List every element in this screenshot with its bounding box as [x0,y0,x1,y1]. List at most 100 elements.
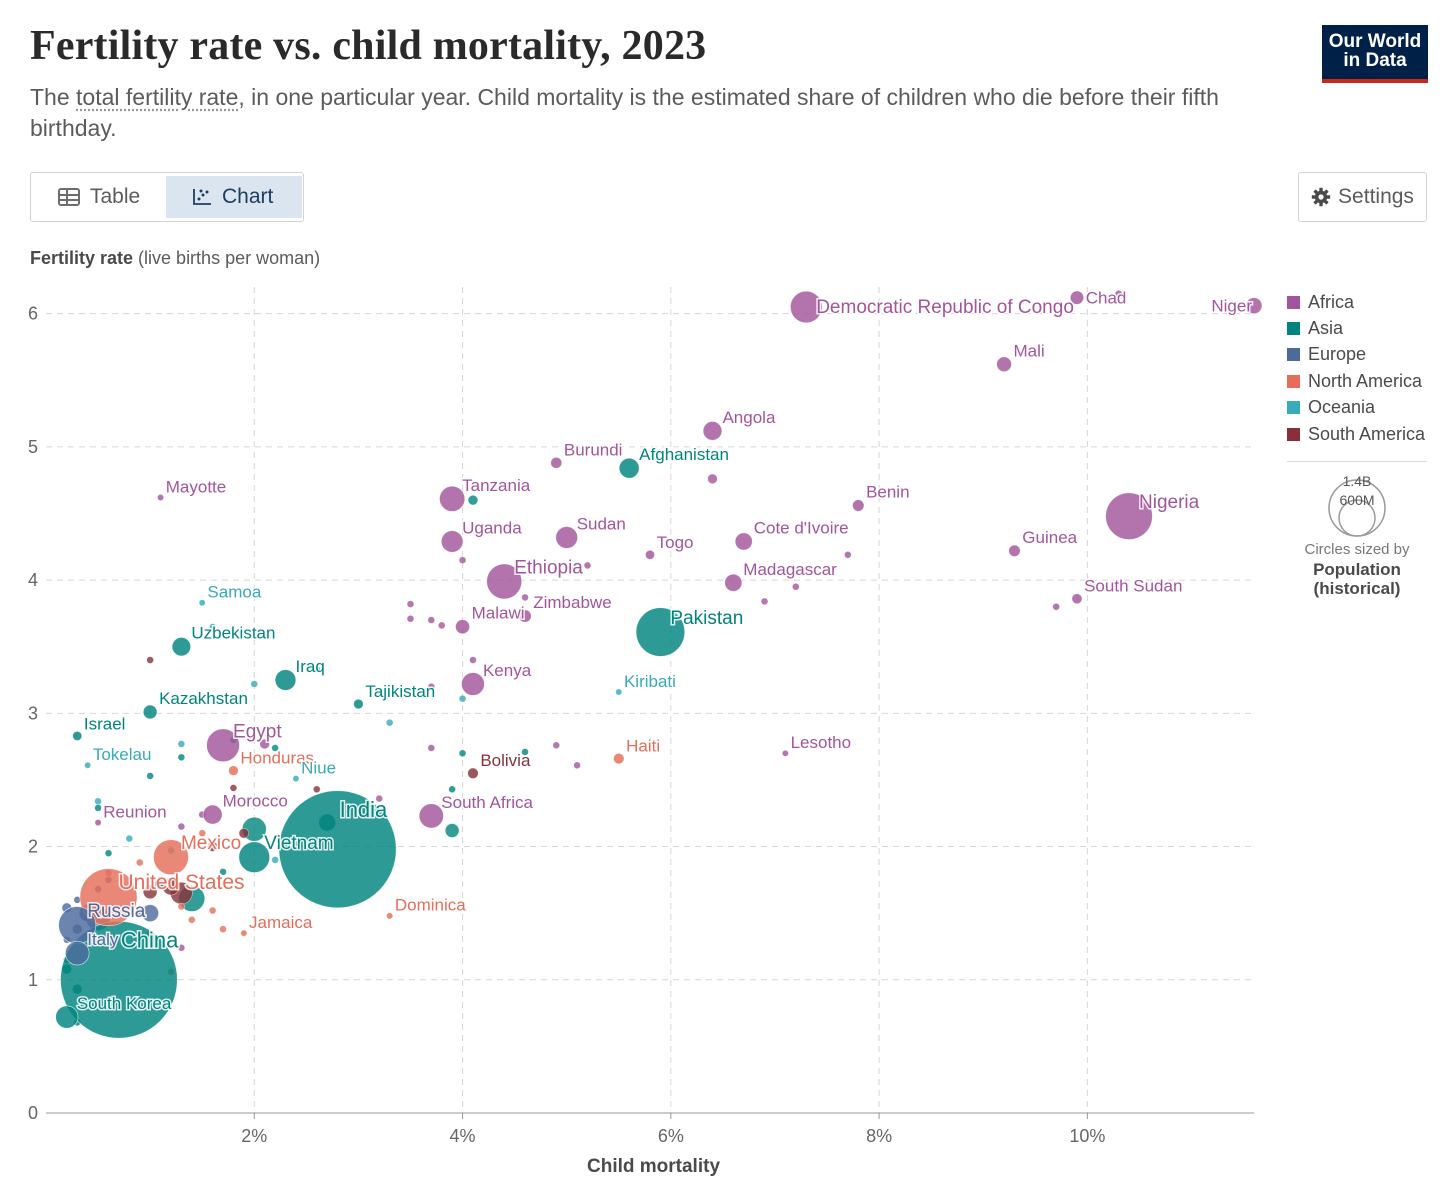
point-label: Jamaica [249,913,313,932]
settings-label: Settings [1338,185,1414,208]
data-point [259,738,270,750]
data-point [448,785,456,794]
data-point-angola [702,421,723,441]
data-point-egypt [206,728,240,763]
data-point-israel [72,730,83,741]
point-label: Zimbabwe [533,593,611,612]
point-label: India [340,797,388,822]
legend-label: Oceania [1308,397,1376,418]
x-tick-label: 8% [866,1126,892,1146]
point-label: China [121,928,179,953]
size-legend-circle-small [1338,499,1376,537]
legend-label: Africa [1308,291,1355,312]
point-label: Afghanistan [639,445,729,464]
size-legend-small-label: 600M [1339,492,1374,508]
data-point-sudan [555,526,578,549]
data-point-south-korea [55,1005,79,1029]
data-point [209,623,217,631]
scatter-chart-icon [193,189,211,205]
legend-item-north-america[interactable]: North America [1287,368,1427,394]
legend-item-europe[interactable]: Europe [1287,342,1427,368]
size-note-line-2: Population [1313,560,1401,579]
legend-swatch [1287,295,1300,309]
point-label: Cote d'Ivoire [754,518,849,537]
data-point [142,884,158,900]
point-label: Togo [657,533,694,552]
y-tick-label: 5 [28,437,38,457]
data-point [219,868,227,876]
point-label: Niue [301,758,336,777]
data-point [760,597,769,606]
point-label: Nigeria [1139,492,1200,513]
point-label: Angola [722,408,775,427]
data-point [467,494,479,506]
data-point-honduras [228,765,239,776]
legend-swatch [1287,322,1300,336]
legend-label: South America [1308,423,1426,444]
tab-chart[interactable]: Chart [166,176,302,218]
point-label: Israel [84,714,126,733]
data-point-afghanistan [618,457,640,479]
data-point [271,856,279,864]
legend-item-africa[interactable]: Africa [1287,289,1427,315]
point-label: Morocco [223,792,288,811]
data-point [552,741,561,750]
owid-logo[interactable]: Our World in Data [1322,25,1428,83]
legend-item-asia[interactable]: Asia [1287,315,1427,341]
data-point-united-states [79,868,138,927]
point-label: Benin [866,483,909,502]
point-label: Russia [87,901,146,922]
data-point [312,785,321,794]
y-axis-label: Fertility rate (live births per woman) [30,248,320,269]
data-point-mayotte [157,493,165,502]
x-tick-label: 4% [450,1126,476,1146]
legend-swatch [1287,374,1300,388]
data-point-uzbekistan [171,637,192,657]
data-point [1114,289,1123,298]
size-note: Circles sized by Population (historical) [1287,540,1427,598]
data-point [792,582,800,591]
data-point-reunion [94,819,102,827]
data-point [188,916,196,924]
x-axis-label: Child mortality [587,1156,721,1177]
data-point-kiribati [615,688,623,696]
point-label: South Sudan [1084,577,1182,596]
legend-swatch [1287,427,1300,441]
point-label: Sudan [577,514,626,533]
data-point [406,614,415,623]
point-label: Tanzania [462,476,531,495]
data-point-india [278,790,397,909]
data-point [844,551,852,559]
data-point [427,616,436,624]
legend-item-south-america[interactable]: South America [1287,421,1427,447]
size-note-line-1: Circles sized by [1304,541,1410,558]
data-point [177,753,186,762]
legend-swatch [1287,348,1300,362]
data-point-samoa [198,599,206,607]
data-point-jamaica [240,929,248,937]
data-point [177,944,186,952]
data-point [104,849,113,857]
point-label: Pakistan [670,608,743,629]
data-point-tajikistan [353,698,364,710]
chart-title: Fertility rate vs. child mortality, 2023 [30,23,707,69]
data-point [208,906,217,915]
data-point-malawi [455,619,471,635]
data-point-bolivia [467,767,479,779]
legend-item-oceania[interactable]: Oceania [1287,395,1427,421]
data-point [125,834,134,843]
data-point [521,748,529,756]
x-tick-label: 2% [241,1126,267,1146]
scatter-plot[interactable]: 0 1 2 3 4 5 6 2% 4% 6% 8% 10% India China United State… [0,0,1280,1150]
gear-icon [1311,187,1331,207]
data-point [458,749,467,758]
data-point [177,822,186,831]
tab-table[interactable]: Table [34,176,164,218]
subtitle-rest: , in one particular year. Child mortalit… [30,84,1219,141]
data-point-nigeria [1105,492,1153,540]
y-tick-label: 0 [28,1103,38,1123]
point-label: Niger [1211,297,1252,316]
settings-button[interactable]: Settings [1298,172,1427,222]
fertility-rate-term-link[interactable]: total fertility rate [76,84,239,110]
data-point-guinea [1008,544,1021,557]
